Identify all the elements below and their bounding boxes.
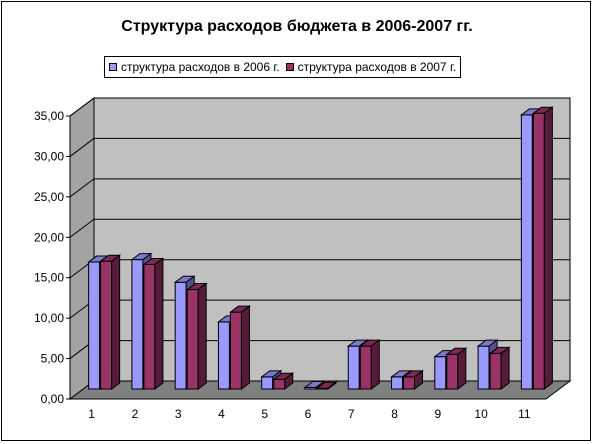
bar <box>532 112 545 390</box>
bar <box>477 345 490 390</box>
x-tick-label: 9 <box>434 407 441 421</box>
y-tick-label: 25,00 <box>34 190 64 204</box>
x-tick-label: 1 <box>88 407 95 421</box>
legend-swatch-2006 <box>109 63 117 71</box>
bar <box>520 114 533 390</box>
bar-side <box>284 372 294 390</box>
y-tick-label: 20,00 <box>34 230 64 244</box>
bar <box>131 259 144 390</box>
bar-side <box>500 346 510 390</box>
gridline-side <box>69 138 95 157</box>
bar <box>88 261 101 390</box>
y-tick-label: 15,00 <box>34 271 64 285</box>
bar <box>174 281 187 390</box>
x-tick-label: 11 <box>518 407 531 421</box>
gridline-side <box>69 218 95 238</box>
bar-side <box>414 369 424 390</box>
bar <box>347 345 360 390</box>
legend-item-2006: структура расходов в 2006 г. <box>109 60 280 74</box>
bar <box>217 321 230 390</box>
y-tick-label: 5,00 <box>41 352 65 366</box>
legend-item-2007: структура расходов в 2007 г. <box>285 60 457 74</box>
bar-side <box>197 282 207 390</box>
bar <box>403 376 416 390</box>
bar-side <box>457 347 467 390</box>
legend-label-2006: структура расходов в 2006 г. <box>121 60 280 74</box>
bar <box>273 378 286 390</box>
x-tick-label: 7 <box>348 407 355 421</box>
bar <box>391 376 404 390</box>
x-tick-label: 3 <box>175 407 182 421</box>
bar <box>143 263 156 390</box>
bar <box>489 352 502 390</box>
bar-side <box>543 106 553 390</box>
x-tick-label: 6 <box>305 407 312 421</box>
bar-side <box>111 254 121 390</box>
chart-title: Структура расходов бюджета в 2006-2007 г… <box>121 18 473 35</box>
bar <box>100 260 113 390</box>
back-wall <box>93 97 571 382</box>
bar <box>359 345 372 390</box>
x-tick-label: 8 <box>391 407 398 421</box>
gridline-side <box>69 97 95 117</box>
x-tick-label: 10 <box>474 407 488 421</box>
bar <box>434 356 447 390</box>
legend-label-2007: структура расходов в 2007 г. <box>297 60 457 74</box>
x-tick-label: 5 <box>261 407 268 421</box>
bar-side <box>370 339 380 390</box>
y-tick-label: 35,00 <box>34 109 64 123</box>
bar <box>229 311 242 390</box>
y-tick-label: 10,00 <box>34 311 64 325</box>
bar-side <box>154 257 164 390</box>
x-tick-label: 2 <box>132 407 139 421</box>
bar-side <box>240 305 250 390</box>
x-tick-label: 4 <box>218 407 225 421</box>
bar <box>186 289 199 390</box>
y-tick-label: 0,00 <box>41 392 65 406</box>
legend: структура расходов в 2006 г. структура р… <box>104 56 462 78</box>
gridline-side <box>69 178 95 198</box>
bar-side <box>327 381 337 390</box>
legend-swatch-2007 <box>285 63 294 71</box>
bar <box>261 376 274 390</box>
y-tick-label: 30,00 <box>34 149 64 163</box>
bar <box>446 353 459 390</box>
